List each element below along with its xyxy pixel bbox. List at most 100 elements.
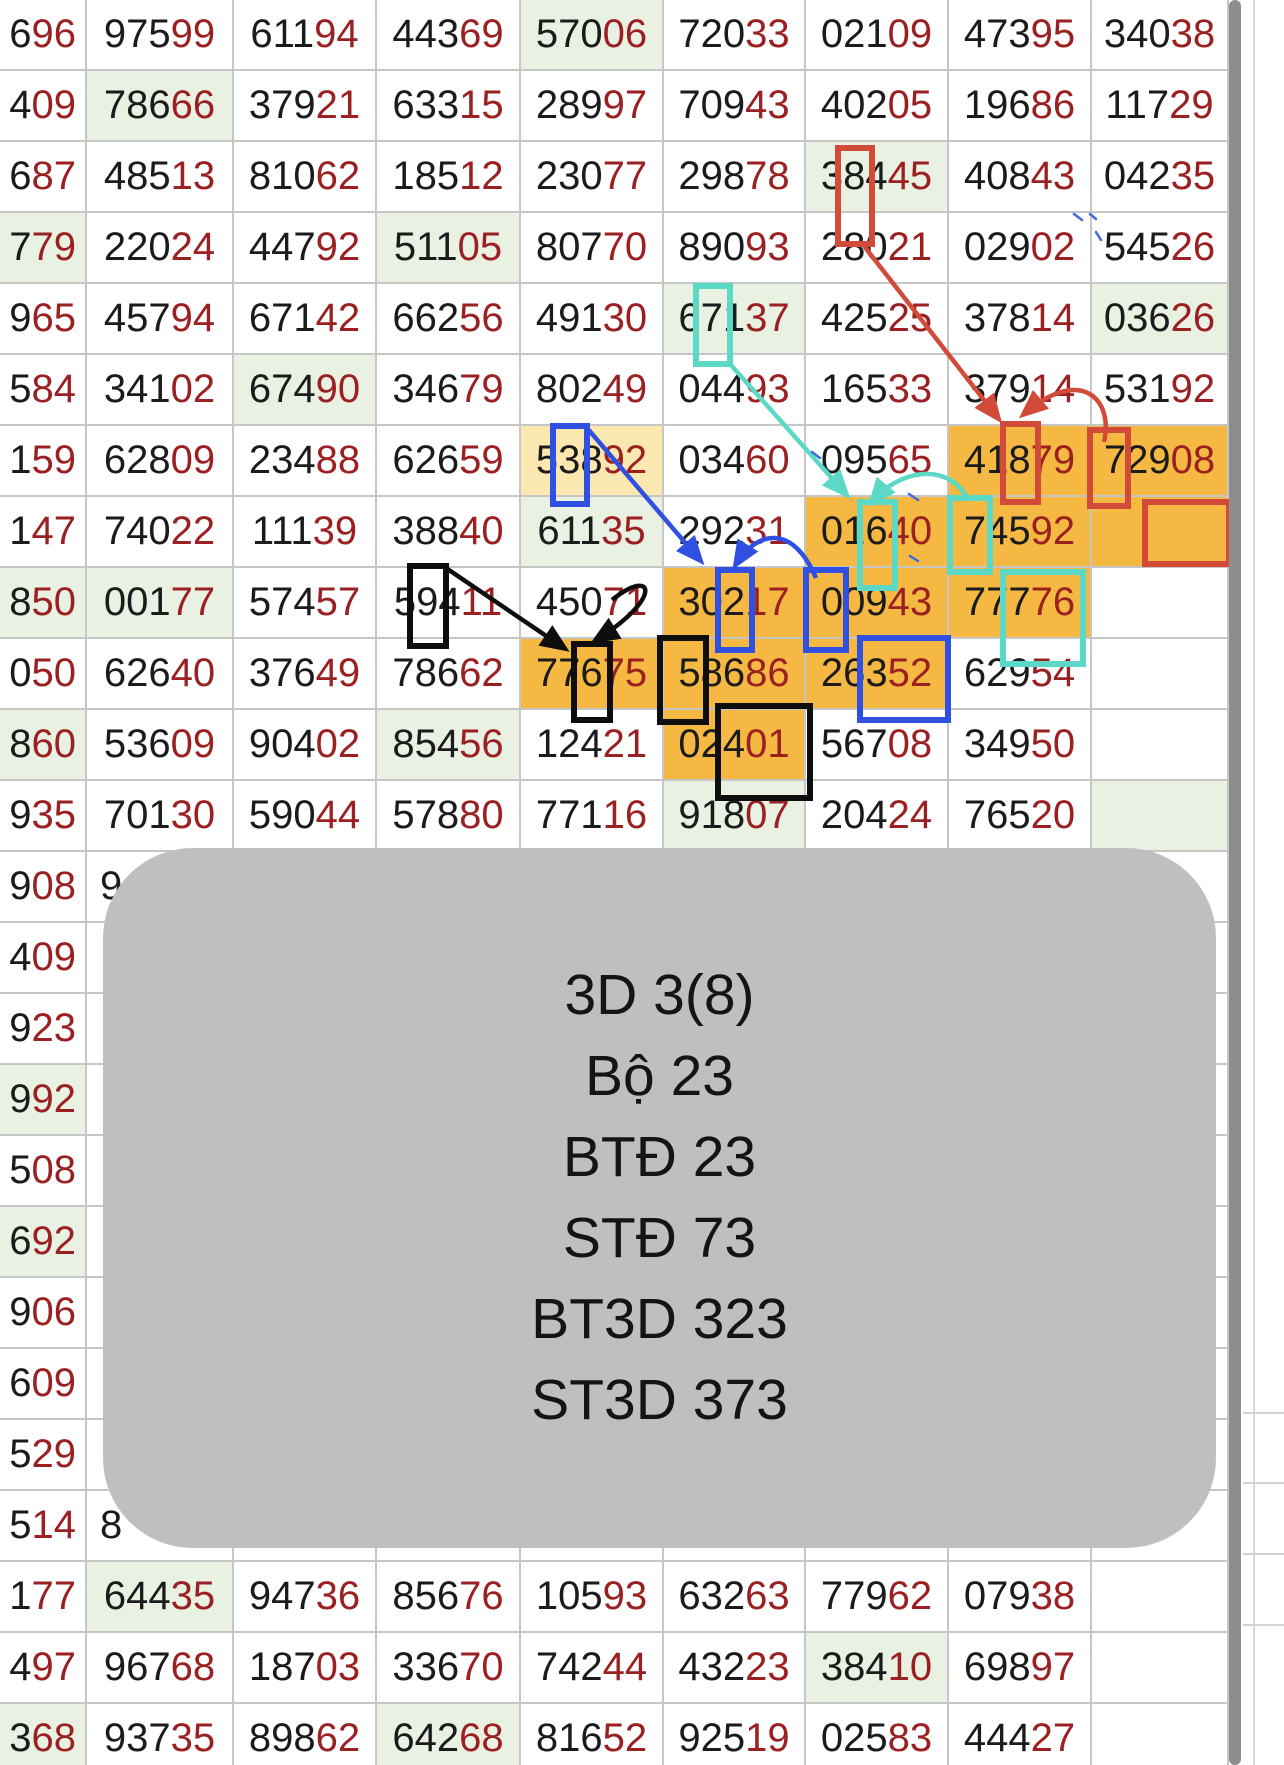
right-margin-divider [1253,0,1255,1765]
result-cell: 786 62 [377,639,521,710]
prediction-line-bt3d: BT3D 323 [531,1287,788,1351]
result-cell: 854 56 [377,710,521,781]
result-cell: 729 08 [1092,426,1229,497]
result-cell-partial: 5 08 [0,1136,87,1207]
result-cell: 336 70 [377,1633,521,1704]
result-cell-partial: 3 68 [0,1704,87,1765]
result-cell-partial: 1 47 [0,497,87,568]
result-cell: 302 17 [664,568,806,639]
result-cell: 633 15 [377,71,521,142]
result-cell: 187 03 [234,1633,377,1704]
result-cell: 444 27 [949,1704,1092,1765]
result-cell: 567 08 [806,710,949,781]
result-cell-partial: 9 06 [0,1278,87,1349]
result-cell: 388 40 [377,497,521,568]
result-cell: 740 22 [87,497,234,568]
result-cell: 701 30 [87,781,234,852]
result-cell: 341 02 [87,355,234,426]
result-cell-partial: 7 79 [0,213,87,284]
result-cell: 376 49 [234,639,377,710]
scrollbar-thumb[interactable] [1229,0,1241,1765]
result-cell: 117 29 [1092,71,1229,142]
result-cell-partial: 6 09 [0,1349,87,1420]
result-cell: 029 02 [949,213,1092,284]
result-cell-partial: 9 92 [0,1065,87,1136]
result-cell: 890 93 [664,213,806,284]
result-cell-partial: 5 14 [0,1491,87,1562]
result-cell: 009 43 [806,568,949,639]
result-cell: 425 25 [806,284,949,355]
result-cell-partial: 4 97 [0,1633,87,1704]
result-cell-partial: 1 59 [0,426,87,497]
result-cell: 185 12 [377,142,521,213]
result-cell: 511 05 [377,213,521,284]
result-cell [1092,781,1229,852]
result-cell: 443 69 [377,0,521,71]
result-cell [1092,639,1229,710]
result-cell: 234 88 [234,426,377,497]
result-cell: 745 92 [949,497,1092,568]
result-cell: 925 19 [664,1704,806,1765]
result-cell: 629 54 [949,639,1092,710]
result-cell: 642 68 [377,1704,521,1765]
result-cell: 196 86 [949,71,1092,142]
result-cell-partial: 9 23 [0,994,87,1065]
result-cell: 042 35 [1092,142,1229,213]
result-cell: 473 95 [949,0,1092,71]
prediction-line-3d: 3D 3(8) [564,963,755,1027]
result-cell: 590 44 [234,781,377,852]
prediction-line-std: STĐ 73 [562,1206,757,1270]
result-cell: 165 33 [806,355,949,426]
result-cell: 771 16 [521,781,664,852]
right-margin-row-line [1243,1624,1284,1626]
result-cell: 574 57 [234,568,377,639]
result-cell: 628 09 [87,426,234,497]
result-cell: 802 49 [521,355,664,426]
result-cell: 025 83 [806,1704,949,1765]
result-cell: 765 20 [949,781,1092,852]
result-cell: 674 90 [234,355,377,426]
result-cell: 709 43 [664,71,806,142]
result-cell: 044 93 [664,355,806,426]
result-cell: 538 92 [521,426,664,497]
prediction-line-btd: BTĐ 23 [562,1125,757,1189]
result-cell: 001 77 [87,568,234,639]
result-cell: 531 92 [1092,355,1229,426]
result-cell: 230 77 [521,142,664,213]
result-cell: 720 33 [664,0,806,71]
result-cell: 346 79 [377,355,521,426]
result-cell: 816 52 [521,1704,664,1765]
result-cell: 447 92 [234,213,377,284]
result-cell: 457 94 [87,284,234,355]
result-cell: 298 78 [664,142,806,213]
result-cell: 021 09 [806,0,949,71]
result-cell: 034 60 [664,426,806,497]
result-cell: 904 02 [234,710,377,781]
result-cell: 810 62 [234,142,377,213]
right-margin-row-line [1243,1553,1284,1555]
result-cell-partial: 5 84 [0,355,87,426]
result-cell: 632 63 [664,1562,806,1633]
result-cell: 918 07 [664,781,806,852]
result-cell: 807 70 [521,213,664,284]
result-cell: 280 21 [806,213,949,284]
result-cell: 349 50 [949,710,1092,781]
result-cell: 779 62 [806,1562,949,1633]
result-cell: 263 52 [806,639,949,710]
result-cell: 947 36 [234,1562,377,1633]
right-margin-row-line [1243,1412,1284,1414]
result-cell: 776 75 [521,639,664,710]
result-cell: 611 94 [234,0,377,71]
result-cell: 079 38 [949,1562,1092,1633]
result-cell-partial: 5 29 [0,1420,87,1491]
result-cell-partial: 0 50 [0,639,87,710]
result-cell-partial: 6 87 [0,142,87,213]
right-margin-row-line [1243,1482,1284,1484]
result-cell: 340 38 [1092,0,1229,71]
result-cell: 408 43 [949,142,1092,213]
result-cell: 111 39 [234,497,377,568]
result-cell: 379 14 [949,355,1092,426]
result-cell: 698 97 [949,1633,1092,1704]
result-cell-partial: 4 09 [0,923,87,994]
